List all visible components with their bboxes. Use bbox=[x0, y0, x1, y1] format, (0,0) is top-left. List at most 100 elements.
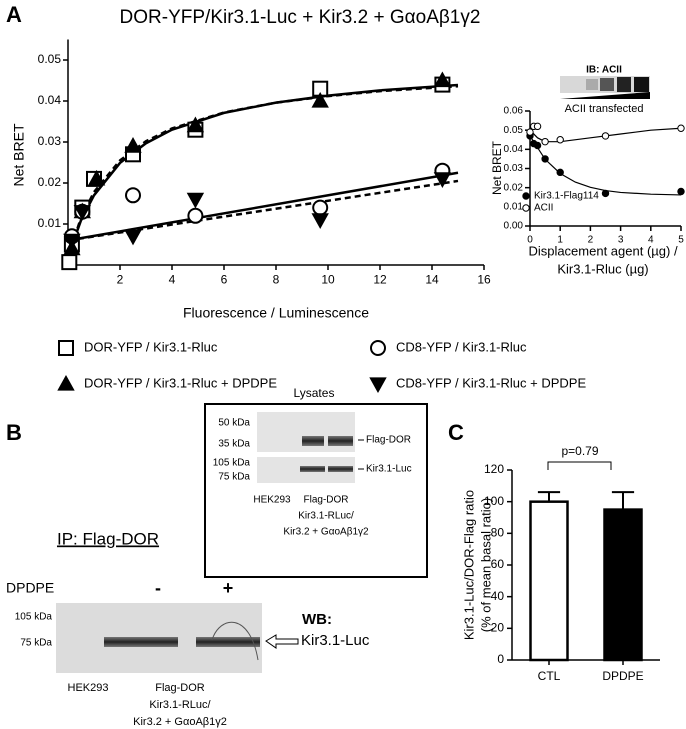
marker bbox=[187, 207, 204, 224]
y-tick-label: 100 bbox=[484, 494, 504, 508]
x-axis-label: Fluorescence / Luminescence bbox=[183, 305, 369, 321]
marker bbox=[369, 377, 387, 394]
blot-artifact bbox=[211, 621, 259, 661]
y-tick-label: 20 bbox=[491, 621, 505, 635]
marker bbox=[526, 128, 534, 136]
blot-band bbox=[300, 466, 325, 472]
marker bbox=[556, 136, 564, 144]
blot-band bbox=[586, 79, 598, 90]
x-tick-label: 10 bbox=[321, 272, 335, 286]
condition-label: - bbox=[155, 578, 161, 598]
x-tick-label: 2 bbox=[117, 272, 124, 286]
x-tick-label: 5 bbox=[678, 235, 684, 246]
p-value: p=0.79 bbox=[561, 444, 598, 458]
marker bbox=[370, 340, 386, 356]
condition-label: + bbox=[223, 578, 234, 598]
bar bbox=[603, 508, 643, 662]
chart-title: DOR-YFP/Kir3.1-Luc + Kir3.2 + GαoAβ1γ2 bbox=[120, 7, 481, 28]
y-axis-label: (% of mean basal ratio) bbox=[478, 498, 493, 632]
blot-band bbox=[328, 436, 353, 446]
x-tick-label: 3 bbox=[618, 235, 624, 246]
panel-label: A bbox=[6, 2, 22, 27]
x-tick-label: 4 bbox=[648, 235, 654, 246]
legend-label: ACII bbox=[534, 203, 553, 214]
marker bbox=[124, 137, 142, 153]
mw-marker: 35 kDa bbox=[218, 439, 250, 450]
y-tick-label: 0.06 bbox=[504, 106, 524, 117]
x-tick-label: 4 bbox=[169, 272, 176, 286]
mw-marker: 50 kDa bbox=[218, 418, 250, 429]
marker bbox=[601, 189, 610, 198]
blot-title: IP: Flag-DOR bbox=[57, 529, 159, 548]
marker bbox=[556, 168, 564, 177]
x-tick-label: 1 bbox=[557, 235, 563, 246]
y-axis-label: Net BRET bbox=[11, 123, 27, 186]
band-arrow bbox=[265, 634, 299, 649]
blot-band bbox=[302, 436, 324, 446]
legend-label: DOR-YFP / Kir3.1-Rluc + DPDPE bbox=[84, 375, 277, 390]
bar bbox=[529, 500, 569, 662]
blot-band bbox=[328, 466, 353, 472]
treatment-label: DPDPE bbox=[6, 580, 54, 596]
blot-band bbox=[617, 77, 631, 92]
band-label: Kir3.1-Luc bbox=[366, 464, 412, 475]
y-tick-label: 0.02 bbox=[38, 175, 62, 189]
x-tick-label: 2 bbox=[588, 235, 594, 246]
marker bbox=[311, 213, 329, 229]
lane-label: Kir3.2 + GαoAβ1γ2 bbox=[283, 527, 369, 538]
marker bbox=[433, 71, 452, 88]
significance-bracket bbox=[547, 461, 612, 470]
marker bbox=[63, 233, 81, 250]
marker bbox=[73, 205, 91, 221]
y-tick-label: 120 bbox=[484, 462, 504, 476]
x-tick-label: 12 bbox=[373, 272, 387, 286]
y-tick-label: 0.02 bbox=[504, 182, 524, 193]
marker bbox=[541, 155, 549, 163]
marker bbox=[87, 169, 106, 186]
marker bbox=[533, 141, 542, 150]
marker bbox=[533, 122, 542, 131]
x-axis-label: Displacement agent (µg) / bbox=[528, 243, 678, 258]
y-tick-label: 0.04 bbox=[38, 93, 62, 107]
fit-line bbox=[67, 171, 459, 242]
x-axis-label: Kir3.1-Rluc (µg) bbox=[557, 261, 648, 276]
blot-band bbox=[196, 637, 260, 647]
y-tick-label: 0 bbox=[497, 652, 504, 666]
y-tick-label: 0.05 bbox=[38, 52, 62, 66]
y-tick-label: 0.00 bbox=[504, 221, 524, 232]
y-tick-label: 0.01 bbox=[38, 216, 62, 230]
wedge-label: ACII transfected bbox=[565, 103, 644, 115]
x-tick-label: 6 bbox=[221, 272, 228, 286]
y-tick-label: 80 bbox=[491, 526, 505, 540]
mw-marker: 105 kDa bbox=[213, 458, 251, 469]
wedge bbox=[560, 92, 650, 99]
blot-band bbox=[104, 637, 178, 647]
marker bbox=[57, 374, 75, 391]
marker bbox=[522, 204, 530, 212]
y-tick-label: 60 bbox=[491, 557, 505, 571]
x-tick-label: 14 bbox=[425, 272, 439, 286]
lane-label: Flag-DOR bbox=[303, 495, 348, 506]
marker bbox=[125, 187, 141, 204]
band-label: Kir3.1-Luc bbox=[301, 632, 370, 649]
x-tick-label: 8 bbox=[273, 272, 280, 286]
y-axis-label: Net BRET bbox=[490, 140, 504, 195]
blot-title: Lysates bbox=[294, 386, 335, 400]
mw-marker: 75 kDa bbox=[20, 638, 52, 649]
marker bbox=[186, 192, 205, 209]
marker bbox=[61, 254, 78, 271]
fit-line bbox=[529, 135, 682, 196]
panel-label: C bbox=[448, 420, 464, 445]
marker bbox=[522, 192, 530, 200]
x-tick-label: DPDPE bbox=[602, 669, 643, 683]
fit-line bbox=[529, 127, 682, 143]
blot-band bbox=[600, 78, 614, 91]
lane-label: HEK293 bbox=[253, 495, 291, 506]
y-tick-label: 40 bbox=[491, 589, 505, 603]
lane-label: HEK293 bbox=[68, 682, 109, 694]
marker bbox=[311, 91, 329, 108]
legend-label: Kir3.1-Flag114 bbox=[534, 191, 599, 202]
blot-band bbox=[634, 77, 649, 92]
y-tick-label: 0.05 bbox=[504, 125, 524, 136]
y-tick-label: 0.04 bbox=[504, 144, 524, 155]
